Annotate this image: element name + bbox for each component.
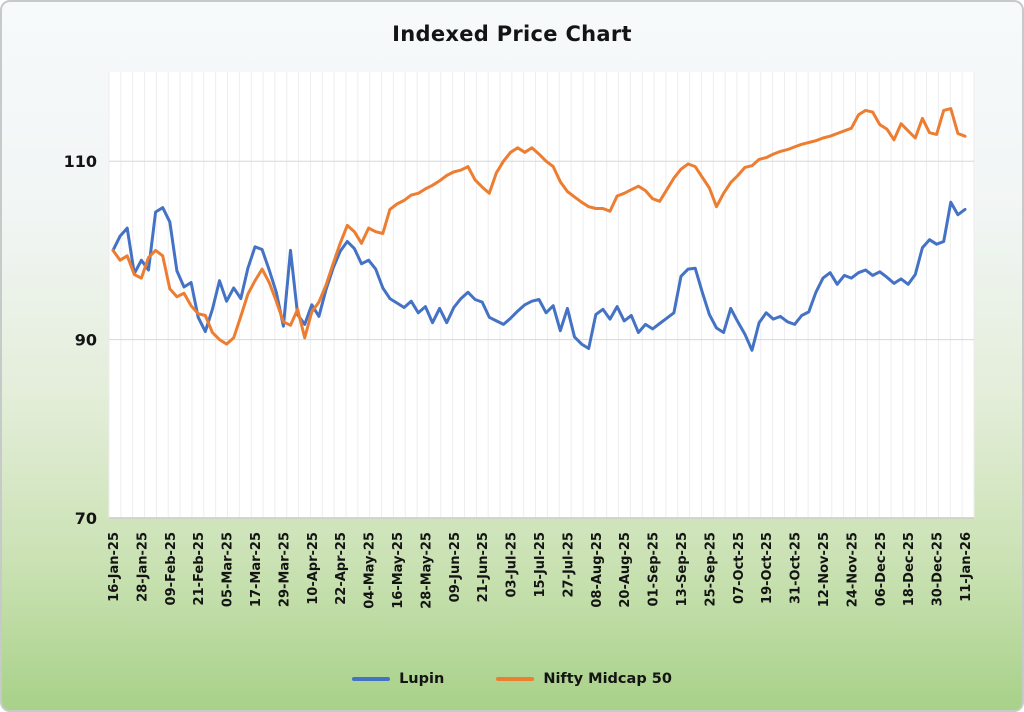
x-tick-label: 19-Oct-25	[760, 532, 775, 604]
x-tick-label: 21-Jun-25	[476, 532, 491, 602]
y-tick-label: 70	[75, 509, 97, 528]
x-tick-label: 31-Oct-25	[789, 532, 804, 604]
x-tick-label: 27-Jul-25	[561, 532, 576, 598]
x-tick-label: 15-Jul-25	[533, 532, 548, 598]
legend-label-nifty-midcap-50: Nifty Midcap 50	[543, 671, 672, 687]
x-tick-label: 09-Jun-25	[448, 532, 463, 602]
x-tick-label: 05-Mar-25	[221, 532, 236, 607]
legend-item-lupin[interactable]: Lupin	[352, 671, 444, 687]
x-tick-label: 28-May-25	[419, 532, 434, 609]
legend-item-nifty-midcap-50[interactable]: Nifty Midcap 50	[496, 671, 672, 687]
x-tick-label: 10-Apr-25	[306, 532, 321, 605]
x-tick-label: 18-Dec-25	[902, 532, 917, 606]
x-tick-label: 29-Mar-25	[277, 532, 292, 607]
lupin-line-swatch	[352, 677, 391, 681]
x-tick-label: 04-May-25	[363, 532, 378, 609]
x-tick-label: 12-Nov-25	[817, 532, 832, 607]
x-tick-label: 21-Feb-25	[192, 532, 207, 605]
x-tick-label: 01-Sep-25	[647, 532, 662, 606]
x-tick-label: 07-Oct-25	[732, 532, 747, 604]
x-tick-label: 06-Dec-25	[874, 532, 889, 606]
x-tick-label: 16-May-25	[391, 532, 406, 609]
x-tick-label: 24-Nov-25	[845, 532, 860, 607]
x-tick-label: 25-Sep-25	[703, 532, 718, 606]
y-tick-label: 110	[64, 152, 97, 171]
x-tick-label: 28-Jan-25	[135, 532, 150, 602]
chart-title: Indexed Price Chart	[392, 22, 632, 46]
x-tick-label: 11-Jan-26	[959, 532, 974, 602]
x-tick-label: 09-Feb-25	[164, 532, 179, 605]
x-tick-label: 13-Sep-25	[675, 532, 690, 606]
x-tick-label: 30-Dec-25	[931, 532, 946, 606]
legend-label-lupin: Lupin	[399, 671, 445, 687]
y-tick-label: 90	[75, 331, 97, 350]
nifty-midcap-50-line-swatch	[496, 677, 535, 681]
plot-area	[109, 72, 974, 518]
x-tick-label: 22-Apr-25	[334, 532, 349, 605]
x-tick-label: 03-Jul-25	[505, 532, 520, 598]
x-tick-label: 20-Aug-25	[618, 532, 633, 608]
x-tick-label: 16-Jan-25	[107, 532, 122, 602]
nifty-midcap-50-line[interactable]	[111, 107, 967, 346]
chart-legend: Lupin Nifty Midcap 50	[2, 671, 1022, 687]
x-tick-label: 08-Aug-25	[590, 532, 605, 608]
x-tick-label: 17-Mar-25	[249, 532, 264, 607]
lupin-line[interactable]	[111, 200, 967, 352]
